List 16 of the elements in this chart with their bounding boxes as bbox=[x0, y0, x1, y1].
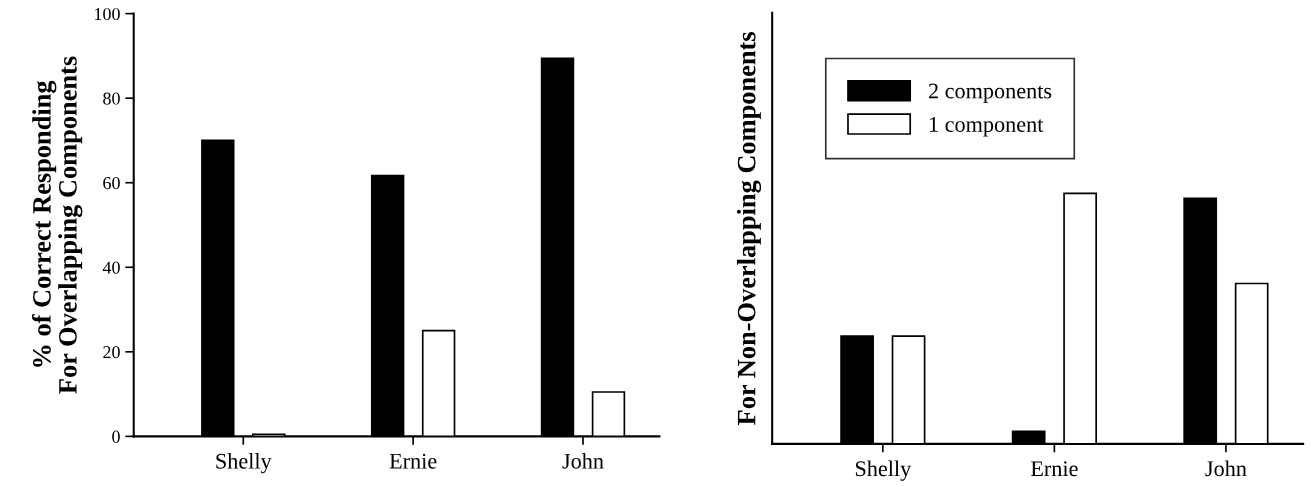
x-tick-label: John bbox=[1205, 460, 1247, 477]
y-tick-label: 40 bbox=[102, 261, 120, 274]
y-axis-title: For Non-Overlapping Components bbox=[736, 32, 762, 425]
x-tick-label: Ernie bbox=[389, 453, 437, 469]
legend-label: 2 components bbox=[928, 83, 1052, 104]
x-tick-label: Shelly bbox=[855, 460, 912, 481]
x-tick-label: John bbox=[562, 453, 604, 469]
x-tick-label: Ernie bbox=[1030, 461, 1078, 477]
x-tick-label: Shelly bbox=[216, 453, 272, 474]
y-axis-title: % of Correct Responding For Overlapping Components bbox=[31, 56, 83, 394]
y-tick-label: 100 bbox=[95, 7, 120, 21]
y-tick-label: 80 bbox=[103, 92, 120, 105]
legend-label: 1 component bbox=[929, 117, 1044, 137]
y-tick-label: 60 bbox=[103, 176, 120, 190]
y-tick-label: 0 bbox=[112, 430, 120, 443]
y-tick-label: 20 bbox=[103, 346, 120, 359]
